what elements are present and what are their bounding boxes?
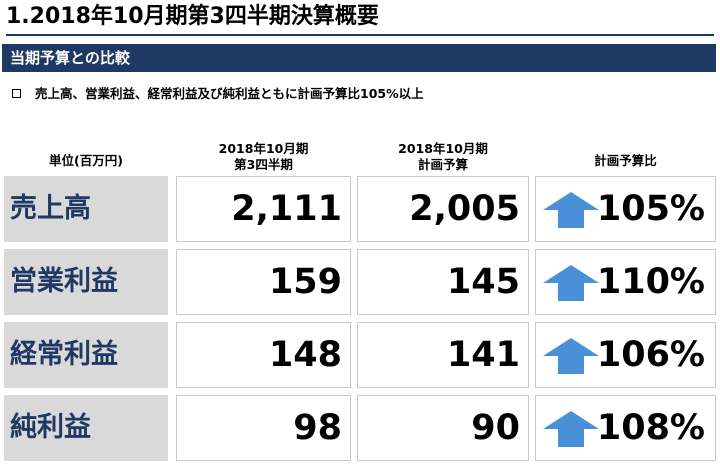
- unit-header: 単位(百万円): [4, 153, 168, 169]
- plan-value: 141: [357, 322, 529, 388]
- table-row: 純利益 98 90 108%: [0, 395, 720, 461]
- summary-text: 売上高、営業利益、経常利益及び純利益ともに計画予算比105%以上: [35, 86, 424, 101]
- plan-value: 145: [357, 249, 529, 315]
- actual-value: 148: [176, 322, 351, 388]
- row-label: 経常利益: [4, 322, 168, 388]
- unit-label: 単位(百万円): [49, 153, 123, 168]
- plan-header-line1: 2018年10月期: [398, 141, 488, 156]
- table-row: 営業利益 159 145 110%: [0, 249, 720, 315]
- ratio-value: 106%: [596, 335, 705, 375]
- row-label: 売上高: [4, 176, 168, 242]
- up-arrow-icon: [543, 338, 599, 374]
- ratio-value: 110%: [596, 262, 705, 302]
- ratio-cell: 110%: [535, 249, 716, 315]
- actual-header-line1: 2018年10月期: [218, 141, 309, 156]
- up-arrow-icon: [543, 265, 599, 301]
- ratio-header-label: 計画予算比: [594, 153, 657, 168]
- summary-bullet: 売上高、営業利益、経常利益及び純利益ともに計画予算比105%以上: [6, 84, 424, 104]
- actual-value: 98: [176, 395, 351, 461]
- plan-value: 2,005: [357, 176, 529, 242]
- table-row: 経常利益 148 141 106%: [0, 322, 720, 388]
- section-heading: 当期予算との比較: [2, 44, 716, 72]
- plan-header-line2: 計画予算: [417, 157, 468, 172]
- ratio-cell: 105%: [535, 176, 716, 242]
- actual-header-line2: 第3四半期: [234, 157, 293, 172]
- ratio-cell: 106%: [535, 322, 716, 388]
- plan-value: 90: [357, 395, 529, 461]
- actual-value: 159: [176, 249, 351, 315]
- square-bullet-icon: [12, 88, 21, 98]
- up-arrow-icon: [543, 411, 599, 447]
- actual-value: 2,111: [176, 176, 351, 242]
- ratio-column-header: 計画予算比: [535, 153, 716, 169]
- row-label: 営業利益: [4, 249, 168, 315]
- ratio-cell: 108%: [535, 395, 716, 461]
- actual-column-header: 2018年10月期 第3四半期: [176, 141, 351, 173]
- page-title: 1.2018年10月期第3四半期決算概要: [6, 2, 714, 36]
- up-arrow-icon: [543, 192, 599, 228]
- plan-column-header: 2018年10月期 計画予算: [357, 141, 529, 173]
- ratio-value: 108%: [596, 408, 705, 448]
- table-row: 売上高 2,111 2,005 105%: [0, 176, 720, 242]
- row-label: 純利益: [4, 395, 168, 461]
- ratio-value: 105%: [596, 189, 705, 229]
